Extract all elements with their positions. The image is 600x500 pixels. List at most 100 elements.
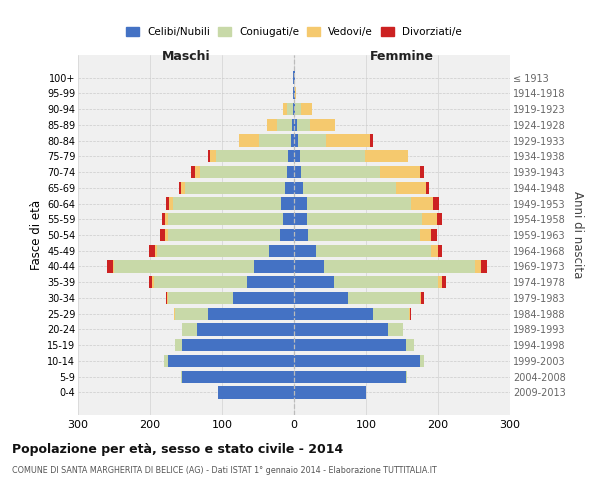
Bar: [259, 134, 291, 146]
Bar: [164, 355, 168, 367]
Bar: [166, 198, 169, 209]
Bar: [420, 292, 421, 304]
Bar: [155, 244, 157, 257]
Bar: [113, 260, 114, 272]
Bar: [438, 244, 442, 257]
Bar: [191, 166, 194, 178]
Bar: [182, 339, 294, 351]
Bar: [316, 244, 431, 257]
Bar: [294, 292, 348, 304]
Bar: [211, 150, 216, 162]
Bar: [165, 229, 168, 241]
Bar: [295, 103, 301, 115]
Bar: [301, 103, 312, 115]
Bar: [297, 118, 310, 131]
Bar: [307, 213, 422, 226]
Bar: [294, 308, 373, 320]
Text: Popolazione per età, sesso e stato civile - 2014: Popolazione per età, sesso e stato civil…: [12, 442, 343, 456]
Bar: [427, 182, 430, 194]
Bar: [380, 166, 420, 178]
Bar: [334, 276, 438, 288]
Bar: [437, 213, 442, 226]
Bar: [365, 150, 408, 162]
Bar: [197, 324, 294, 336]
Bar: [168, 355, 294, 367]
Bar: [301, 166, 380, 178]
Bar: [149, 244, 155, 257]
Bar: [293, 103, 294, 115]
Bar: [169, 198, 173, 209]
Bar: [300, 150, 365, 162]
Bar: [406, 339, 414, 351]
Bar: [294, 118, 297, 131]
Bar: [294, 87, 295, 100]
Bar: [294, 244, 316, 257]
Bar: [185, 182, 286, 194]
Bar: [294, 324, 388, 336]
Bar: [388, 324, 403, 336]
Bar: [277, 118, 292, 131]
Legend: Celibi/Nubili, Coniugati/e, Vedovi/e, Divorziati/e: Celibi/Nubili, Coniugati/e, Vedovi/e, Di…: [123, 24, 465, 40]
Bar: [310, 118, 335, 131]
Bar: [107, 260, 113, 272]
Bar: [294, 134, 298, 146]
Bar: [175, 308, 208, 320]
Text: Maschi: Maschi: [161, 50, 211, 64]
Bar: [149, 276, 152, 288]
Bar: [294, 339, 406, 351]
Bar: [294, 166, 301, 178]
Bar: [324, 260, 475, 272]
Bar: [294, 72, 295, 84]
Bar: [420, 166, 424, 178]
Bar: [294, 355, 420, 367]
Bar: [218, 386, 294, 398]
Bar: [294, 386, 366, 398]
Bar: [266, 118, 277, 131]
Bar: [294, 260, 324, 272]
Bar: [307, 198, 412, 209]
Bar: [160, 229, 165, 241]
Bar: [182, 324, 197, 336]
Bar: [114, 260, 254, 272]
Bar: [294, 198, 307, 209]
Bar: [208, 308, 294, 320]
Bar: [247, 276, 294, 288]
Bar: [175, 339, 182, 351]
Bar: [269, 244, 294, 257]
Bar: [420, 355, 424, 367]
Bar: [208, 150, 211, 162]
Bar: [481, 260, 487, 272]
Bar: [326, 134, 370, 146]
Bar: [283, 103, 287, 115]
Bar: [298, 134, 326, 146]
Text: Femmine: Femmine: [370, 50, 434, 64]
Bar: [292, 118, 294, 131]
Bar: [167, 292, 168, 304]
Bar: [302, 182, 396, 194]
Bar: [308, 229, 420, 241]
Bar: [166, 292, 167, 304]
Bar: [288, 150, 294, 162]
Bar: [287, 103, 293, 115]
Bar: [194, 166, 200, 178]
Bar: [152, 276, 154, 288]
Bar: [233, 292, 294, 304]
Bar: [294, 370, 406, 383]
Bar: [168, 229, 280, 241]
Bar: [294, 229, 308, 241]
Bar: [294, 103, 295, 115]
Bar: [442, 276, 446, 288]
Bar: [295, 87, 296, 100]
Bar: [373, 308, 409, 320]
Text: COMUNE DI SANTA MARGHERITA DI BELICE (AG) - Dati ISTAT 1° gennaio 2014 - Elabora: COMUNE DI SANTA MARGHERITA DI BELICE (AG…: [12, 466, 437, 475]
Bar: [422, 213, 437, 226]
Bar: [174, 308, 175, 320]
Bar: [181, 182, 185, 194]
Bar: [179, 182, 181, 194]
Bar: [293, 72, 294, 84]
Bar: [438, 276, 442, 288]
Y-axis label: Anni di nascita: Anni di nascita: [571, 192, 584, 278]
Bar: [293, 87, 294, 100]
Bar: [182, 370, 294, 383]
Bar: [396, 182, 427, 194]
